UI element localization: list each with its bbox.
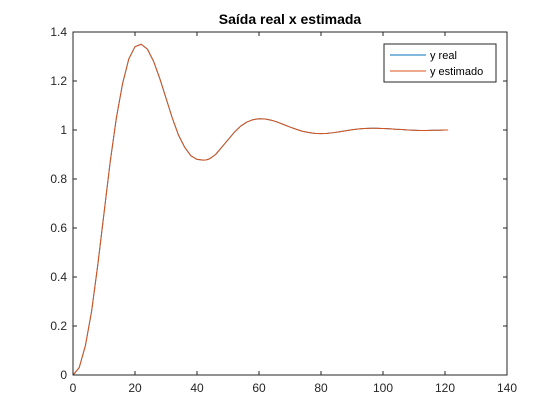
- x-tick-label: 120: [435, 381, 455, 395]
- x-tick-label: 140: [497, 381, 517, 395]
- y-tick-label: 0.6: [50, 221, 67, 235]
- plot-area: [72, 43, 449, 376]
- x-tick-label: 0: [70, 381, 77, 395]
- y-tick-label: 1: [60, 123, 67, 137]
- axis-ticks: 0 20 40 60 80 100 120 140 0 0.2 0.4 0.6 0.8 1 1.2 1.4: [50, 25, 517, 395]
- legend-label-1: y real: [430, 50, 457, 62]
- legend-label-2: y estimado: [430, 66, 483, 78]
- axes-frame: [72, 31, 508, 376]
- x-tick-label: 20: [128, 381, 142, 395]
- axes-box: [72, 31, 508, 376]
- y-tick-label: 0.8: [50, 172, 67, 186]
- chart-title: Saída real x estimada: [219, 11, 362, 27]
- y-tick-label: 0: [60, 368, 67, 382]
- axes-background: [73, 32, 507, 375]
- y-tick-label: 1.2: [50, 74, 67, 88]
- x-tick-label: 60: [252, 381, 266, 395]
- legend: y real y estimado: [383, 43, 497, 83]
- series-line-2: [72, 43, 449, 376]
- x-tick-label: 40: [190, 381, 204, 395]
- y-tick-label: 1.4: [50, 25, 67, 39]
- x-tick-label: 80: [314, 381, 328, 395]
- legend-box: [383, 43, 497, 83]
- x-tick-label: 100: [373, 381, 393, 395]
- axes-background-rect: [73, 32, 507, 375]
- y-tick-label: 0.4: [50, 270, 67, 284]
- y-tick-label: 0.2: [50, 319, 67, 333]
